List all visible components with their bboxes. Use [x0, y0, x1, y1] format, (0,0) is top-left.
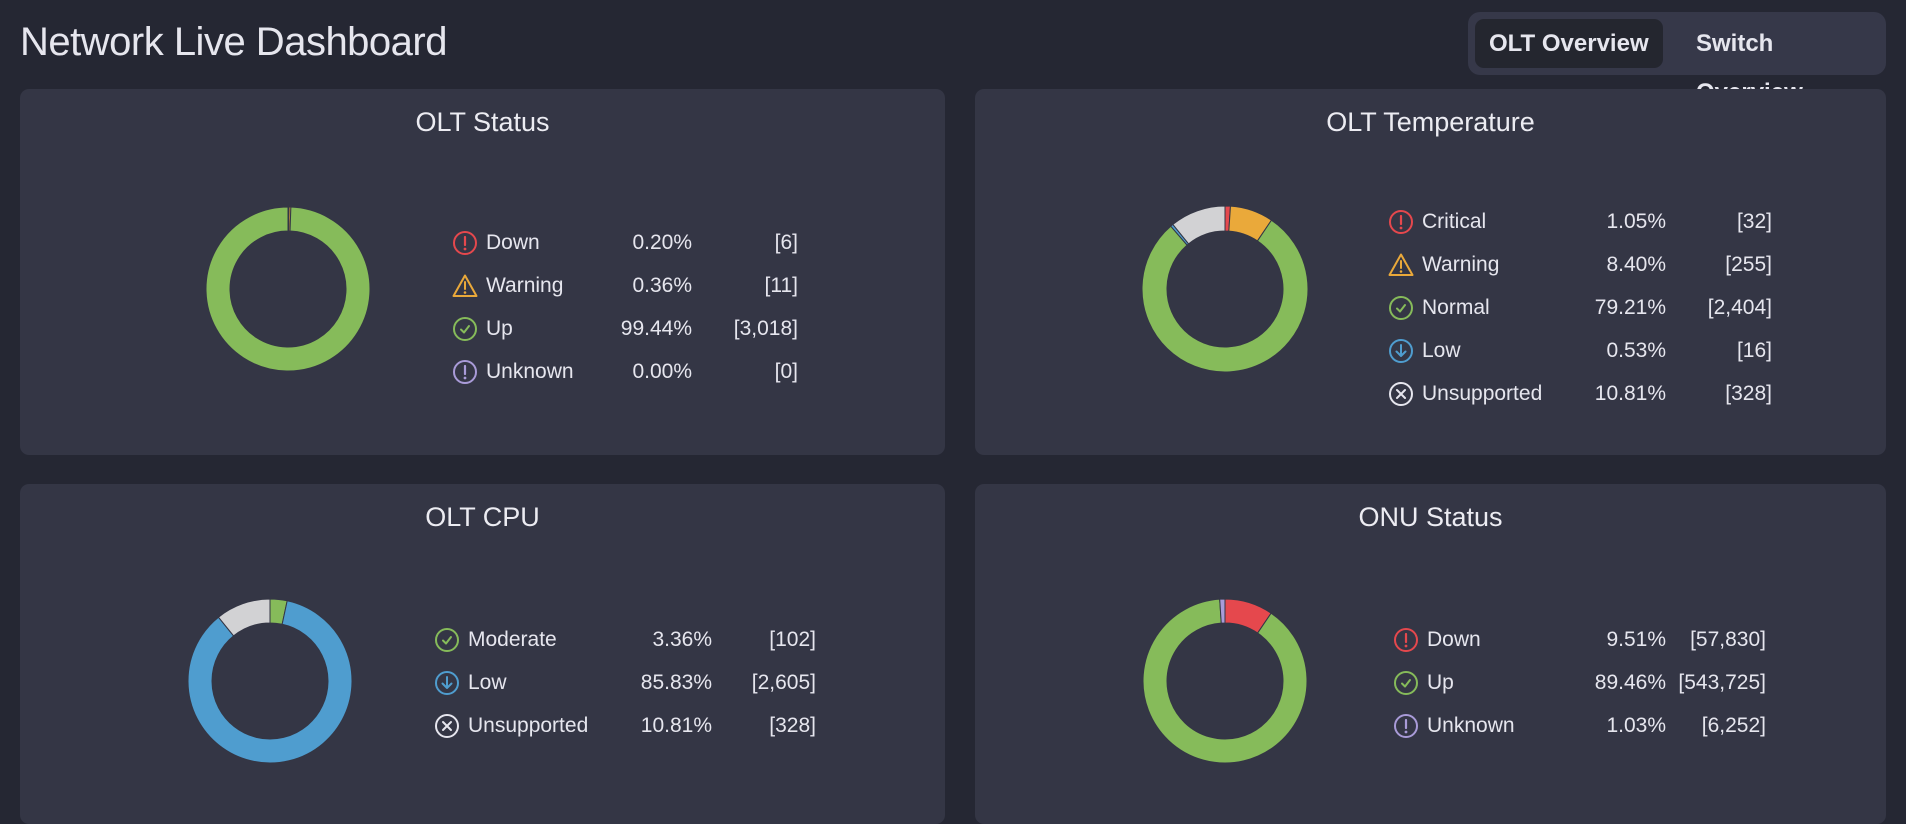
legend-percent: 10.81%: [1594, 382, 1666, 405]
legend-count: [543,725]: [1678, 671, 1766, 694]
legend-count: [32]: [1736, 210, 1772, 233]
view-toggle: OLT Overview Switch Overview: [1468, 12, 1886, 106]
legend-count: [6]: [774, 231, 798, 254]
legend-item-down[interactable]: Down 9.51% [57,830]: [1393, 624, 1766, 654]
arrow-down-circle-icon: [1388, 338, 1414, 364]
page-title: Network Live Dashboard: [20, 20, 448, 64]
card-title: ONU Status: [1358, 502, 1503, 532]
legend-percent: 79.21%: [1594, 296, 1666, 319]
legend-percent: 9.51%: [1606, 628, 1666, 651]
alert-circle-icon: [1393, 713, 1419, 739]
legend-label: Low: [1422, 339, 1461, 362]
legend-label: Unknown: [1427, 714, 1515, 737]
legend-label: Low: [468, 671, 507, 694]
legend-item-warning[interactable]: Warning 8.40% [255]: [1388, 249, 1772, 279]
legend-percent: 89.46%: [1594, 671, 1666, 694]
card-olt-status: OLT Status: [20, 89, 945, 455]
legend-count: [11]: [764, 274, 798, 297]
alert-circle-icon: [452, 230, 478, 256]
x-circle-icon: [434, 713, 460, 739]
legend-label: Normal: [1422, 296, 1490, 319]
legend-label: Unsupported: [468, 714, 589, 737]
check-circle-icon: [452, 316, 478, 342]
legend-count: [3,018]: [733, 317, 798, 340]
legend-item-unsupported[interactable]: Unsupported 10.81% [328]: [434, 710, 816, 740]
legend-percent: 1.05%: [1606, 210, 1666, 233]
legend-item-up[interactable]: Up 89.46% [543,725]: [1393, 667, 1766, 697]
legend-label: Unknown: [486, 360, 574, 383]
legend-item-down[interactable]: Down 0.20% [6]: [452, 227, 798, 257]
legend-count: [2,404]: [1707, 296, 1772, 319]
card-title: OLT CPU: [425, 502, 540, 532]
legend-percent: 85.83%: [640, 671, 712, 694]
legend-count: [2,605]: [751, 671, 816, 694]
legend-count: [6,252]: [1701, 714, 1766, 737]
check-circle-icon: [1393, 670, 1419, 696]
arrow-down-circle-icon: [434, 670, 460, 696]
donut-slice-up[interactable]: [1142, 598, 1308, 764]
warning-triangle-icon: [1388, 252, 1414, 278]
donut-chart: [1142, 598, 1308, 764]
legend-percent: 0.20%: [632, 231, 692, 254]
legend-item-critical[interactable]: Critical 1.05% [32]: [1388, 206, 1772, 236]
legend-label: Critical: [1422, 210, 1487, 233]
legend-item-moderate[interactable]: Moderate 3.36% [102]: [434, 624, 816, 654]
card-olt-temperature: OLT Temperature: [975, 89, 1886, 455]
legend-percent: 99.44%: [620, 317, 692, 340]
donut-slice-low[interactable]: [187, 600, 353, 764]
donut-chart: [1141, 205, 1309, 373]
donut-chart: [205, 206, 371, 372]
legend-item-unknown[interactable]: Unknown 0.00% [0]: [452, 356, 798, 386]
donut-slice-unsupported[interactable]: [1172, 205, 1226, 245]
legend-percent: 1.03%: [1606, 714, 1666, 737]
check-circle-icon: [434, 627, 460, 653]
legend-item-low[interactable]: Low 85.83% [2,605]: [434, 667, 816, 697]
legend-label: Moderate: [468, 628, 557, 651]
legend-percent: 3.36%: [652, 628, 712, 651]
legend-count: [0]: [774, 360, 798, 383]
legend-item-up[interactable]: Up 99.44% [3,018]: [452, 313, 798, 343]
legend-percent: 8.40%: [1606, 253, 1666, 276]
legend-label: Unsupported: [1422, 382, 1543, 405]
card-onu-status: ONU Status: [975, 484, 1886, 824]
card-title: OLT Temperature: [1326, 107, 1535, 137]
legend-label: Warning: [486, 274, 564, 297]
legend-label: Up: [1427, 671, 1454, 694]
legend-percent: 0.53%: [1606, 339, 1666, 362]
legend-item-unknown[interactable]: Unknown 1.03% [6,252]: [1393, 710, 1766, 740]
alert-circle-icon: [1388, 209, 1414, 235]
x-circle-icon: [1388, 381, 1414, 407]
check-circle-icon: [1388, 295, 1414, 321]
card-olt-cpu: OLT CPU: [20, 484, 945, 824]
legend-label: Up: [486, 317, 513, 340]
donut-slice-unknown[interactable]: [1219, 598, 1226, 624]
legend-label: Warning: [1422, 253, 1500, 276]
tab-olt-overview[interactable]: OLT Overview: [1475, 19, 1663, 68]
alert-circle-icon: [452, 359, 478, 385]
legend-count: [102]: [769, 628, 816, 651]
donut-slice-up[interactable]: [205, 206, 371, 372]
legend-count: [328]: [769, 714, 816, 737]
card-title: OLT Status: [415, 107, 550, 137]
legend-count: [57,830]: [1690, 628, 1766, 651]
alert-circle-icon: [1393, 627, 1419, 653]
legend-count: [255]: [1725, 253, 1772, 276]
legend-percent: 0.36%: [632, 274, 692, 297]
legend-item-low[interactable]: Low 0.53% [16]: [1388, 335, 1772, 365]
donut-slice-normal[interactable]: [1141, 219, 1309, 373]
legend-label: Down: [1427, 628, 1481, 651]
warning-triangle-icon: [452, 273, 478, 299]
donut-slice-unsupported[interactable]: [217, 598, 271, 637]
legend-count: [328]: [1725, 382, 1772, 405]
donut-chart: [187, 598, 353, 764]
legend-item-normal[interactable]: Normal 79.21% [2,404]: [1388, 292, 1772, 322]
tab-switch-overview[interactable]: Switch Overview: [1696, 30, 1803, 106]
legend-count: [16]: [1736, 339, 1772, 362]
legend-label: Down: [486, 231, 540, 254]
legend-percent: 10.81%: [640, 714, 712, 737]
legend-item-unsupported[interactable]: Unsupported 10.81% [328]: [1388, 378, 1772, 408]
legend-item-warning[interactable]: Warning 0.36% [11]: [452, 270, 798, 300]
legend-percent: 0.00%: [632, 360, 692, 383]
